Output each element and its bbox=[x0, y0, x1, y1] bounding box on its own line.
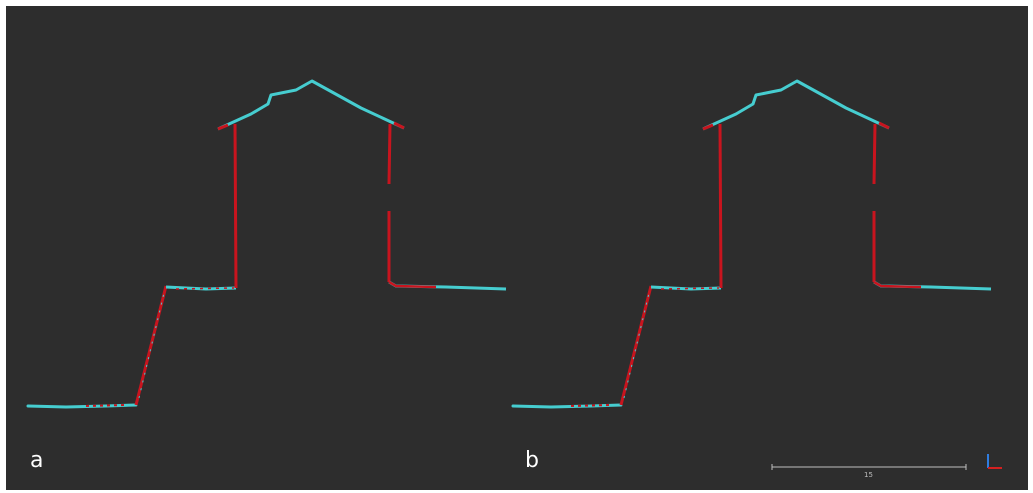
roof-red-right-b bbox=[878, 121, 890, 130]
profile-a bbox=[26, 79, 507, 409]
terrace-left-red-a bbox=[175, 287, 235, 290]
axis-indicator-icon bbox=[987, 454, 1002, 469]
scale-bar-label: 15 bbox=[864, 471, 873, 479]
roof-b bbox=[702, 79, 890, 131]
slope-b bbox=[619, 285, 653, 406]
ground-left-b bbox=[511, 403, 623, 409]
ground-left-a bbox=[26, 403, 138, 409]
wall-left-a bbox=[233, 123, 238, 289]
wall-left-b bbox=[718, 123, 723, 289]
slope-speckle-a bbox=[138, 292, 165, 399]
roof-red-right-a bbox=[393, 121, 405, 130]
scale-bar bbox=[771, 464, 967, 470]
panel-label-a: a bbox=[30, 448, 44, 473]
roof-red-b bbox=[702, 123, 714, 131]
slope-speckle-b bbox=[623, 292, 650, 399]
profile-svg bbox=[26, 79, 1002, 470]
panel-label-b: b bbox=[525, 448, 539, 473]
point-cloud-viewport: a b 15 bbox=[6, 6, 1028, 490]
roof-a bbox=[217, 79, 405, 131]
terrace-right-red-a bbox=[388, 280, 437, 289]
profile-b bbox=[511, 79, 992, 409]
wall-right-top-a bbox=[387, 123, 392, 185]
wall-right-top-b bbox=[872, 123, 877, 185]
terrace-left-red-b bbox=[660, 287, 720, 290]
roof-red-a bbox=[217, 123, 229, 131]
slope-a bbox=[134, 285, 168, 406]
terrace-right-red-b bbox=[873, 280, 922, 289]
